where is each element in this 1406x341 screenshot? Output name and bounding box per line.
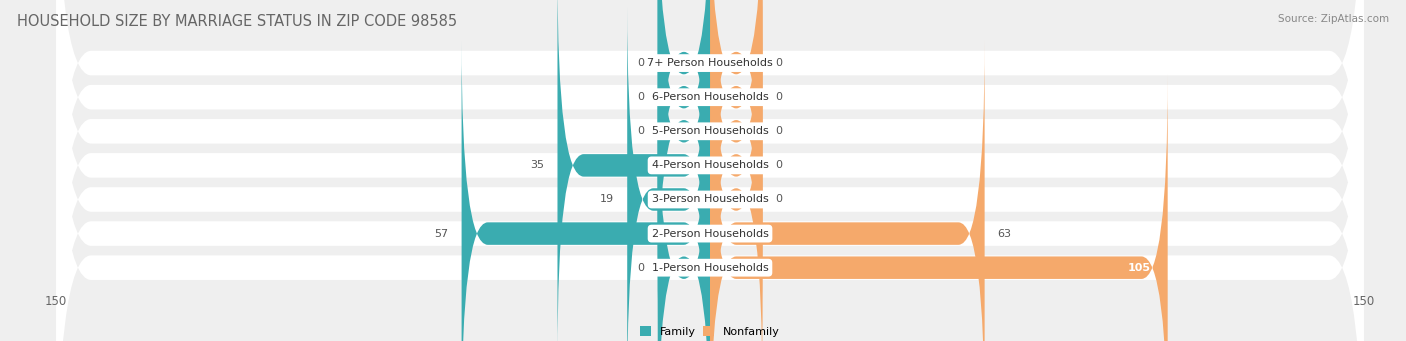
Text: 0: 0: [638, 263, 644, 273]
Text: Source: ZipAtlas.com: Source: ZipAtlas.com: [1278, 14, 1389, 24]
FancyBboxPatch shape: [658, 74, 710, 341]
Text: 7+ Person Households: 7+ Person Households: [647, 58, 773, 68]
Text: 0: 0: [776, 160, 782, 170]
FancyBboxPatch shape: [710, 0, 762, 256]
FancyBboxPatch shape: [56, 0, 1364, 324]
FancyBboxPatch shape: [710, 0, 762, 341]
FancyBboxPatch shape: [710, 40, 984, 341]
FancyBboxPatch shape: [56, 0, 1364, 341]
Text: 6-Person Households: 6-Person Households: [651, 92, 769, 102]
Text: 105: 105: [1128, 263, 1150, 273]
FancyBboxPatch shape: [56, 7, 1364, 341]
FancyBboxPatch shape: [558, 0, 710, 341]
FancyBboxPatch shape: [461, 40, 710, 341]
FancyBboxPatch shape: [658, 0, 710, 325]
Text: 4-Person Households: 4-Person Households: [651, 160, 769, 170]
FancyBboxPatch shape: [710, 74, 1167, 341]
Text: 0: 0: [776, 194, 782, 205]
Legend: Family, Nonfamily: Family, Nonfamily: [638, 324, 782, 339]
FancyBboxPatch shape: [710, 6, 762, 341]
Text: 57: 57: [434, 228, 449, 239]
FancyBboxPatch shape: [627, 6, 710, 341]
Text: 0: 0: [776, 92, 782, 102]
Text: 35: 35: [530, 160, 544, 170]
Text: 5-Person Households: 5-Person Households: [651, 126, 769, 136]
Text: 1-Person Households: 1-Person Households: [651, 263, 769, 273]
Text: 63: 63: [998, 228, 1012, 239]
Text: 0: 0: [638, 92, 644, 102]
Text: 0: 0: [638, 58, 644, 68]
Text: 0: 0: [776, 58, 782, 68]
FancyBboxPatch shape: [56, 0, 1364, 341]
FancyBboxPatch shape: [56, 0, 1364, 341]
Text: HOUSEHOLD SIZE BY MARRIAGE STATUS IN ZIP CODE 98585: HOUSEHOLD SIZE BY MARRIAGE STATUS IN ZIP…: [17, 14, 457, 29]
Text: 2-Person Households: 2-Person Households: [651, 228, 769, 239]
FancyBboxPatch shape: [710, 0, 762, 291]
Text: 19: 19: [600, 194, 614, 205]
Text: 3-Person Households: 3-Person Households: [651, 194, 769, 205]
Text: 0: 0: [638, 126, 644, 136]
FancyBboxPatch shape: [56, 0, 1364, 341]
FancyBboxPatch shape: [56, 0, 1364, 341]
FancyBboxPatch shape: [658, 0, 710, 256]
Text: 0: 0: [776, 126, 782, 136]
FancyBboxPatch shape: [658, 0, 710, 291]
FancyBboxPatch shape: [710, 0, 762, 325]
